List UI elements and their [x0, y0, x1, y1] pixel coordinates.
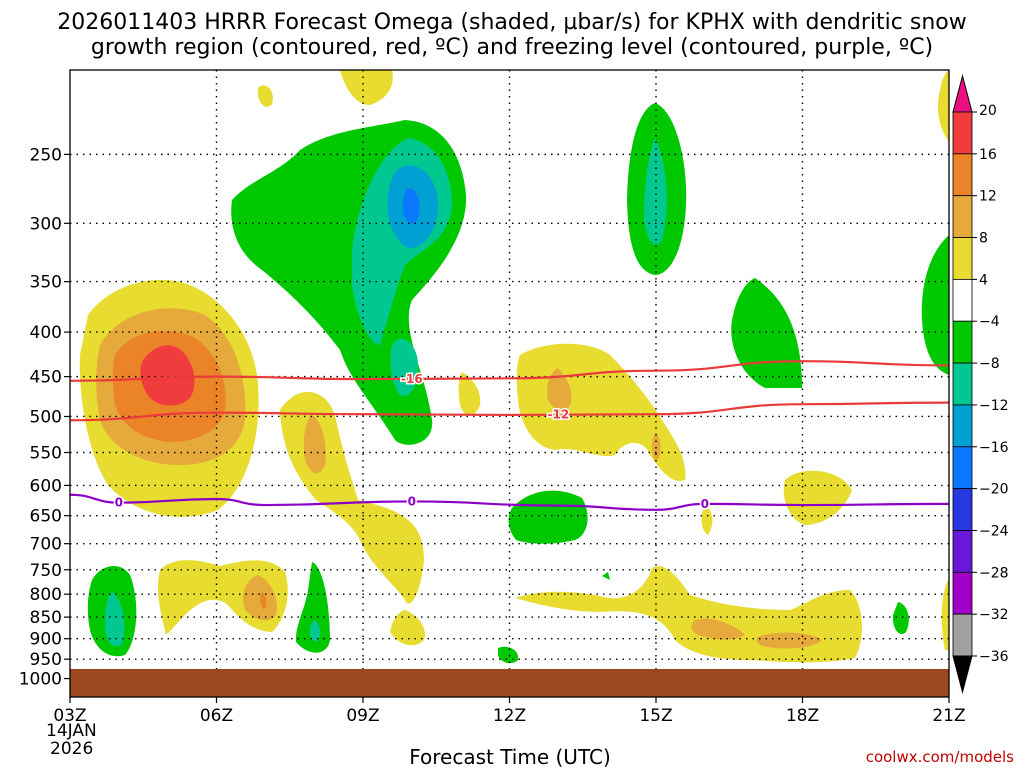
- colorbar-swatch-11: [952, 571, 973, 615]
- y-tick-label-400: 400: [30, 323, 62, 343]
- colorbar-swatch-5: [952, 320, 973, 364]
- y-tick-label-950: 950: [30, 650, 62, 670]
- colorbar-swatch-2: [952, 195, 973, 238]
- colorbar-label-5: −4: [979, 314, 1000, 330]
- y-tick-label-1000: 1000: [19, 670, 62, 690]
- colorbar-label-4: 4: [979, 272, 988, 288]
- omega-region-ascent-14z-dot: [602, 572, 610, 580]
- y-tick-label-700: 700: [30, 535, 62, 555]
- omega-region-descent-top-06z: [257, 85, 273, 107]
- colorbar-swatch-1: [952, 153, 973, 197]
- isotherm-label--16C: -16: [401, 372, 423, 386]
- omega-region-descent-top-09z: [340, 70, 393, 105]
- colorbar-label-11: −28: [979, 565, 1009, 581]
- colorbar-swatch-10: [952, 530, 973, 573]
- colorbar-label-1: 16: [979, 147, 997, 163]
- isotherm-contours: -16 -12 0 0 0: [70, 360, 949, 512]
- isotherm-label-0C: 0: [701, 497, 709, 511]
- omega-region-ascent-core-08z: [309, 620, 321, 642]
- omega-region-descent-right-top: [938, 70, 949, 142]
- omega-shading: [79, 70, 949, 664]
- y-tick-label-500: 500: [30, 407, 62, 427]
- isotherm-label-0C: 0: [408, 494, 416, 508]
- colorbar-label-8: −16: [979, 440, 1009, 456]
- chart-title-line-1: 2026011403 HRRR Forecast Omega (shaded, …: [57, 10, 967, 35]
- y-tick-label-850: 850: [30, 608, 62, 628]
- y-tick-label-750: 750: [30, 561, 62, 581]
- omega-region-descent-18z: [783, 470, 852, 525]
- isotherm-label--12C: -12: [547, 408, 569, 422]
- y-tick-label-550: 550: [30, 444, 62, 464]
- colorbar-label-3: 8: [979, 231, 988, 247]
- omega-region-descent-core-07z: [243, 575, 277, 621]
- colorbar-arrow-max: [952, 74, 973, 113]
- omega-colorbar: 20 16 12 8 4 −4 −8 −12 −16 −20 −24 −28 −32 −36: [952, 74, 1009, 694]
- colorbar-label-12: −32: [979, 607, 1009, 623]
- y-tick-label-650: 650: [30, 507, 62, 527]
- y-tick-label-250: 250: [30, 145, 62, 165]
- x-axis: 03Z 06Z 09Z 12Z 15Z 18Z 21Z: [53, 697, 966, 726]
- x-axis-label: Forecast Time (UTC): [409, 745, 611, 768]
- colorbar-swatch-7: [952, 404, 973, 448]
- colorbar-swatch-9: [952, 488, 973, 531]
- isotherm--16C: [70, 360, 949, 382]
- x-tick-label-09Z: 09Z: [346, 706, 379, 726]
- omega-region-ascent-08z: [295, 562, 330, 653]
- omega-region-descent-core-13z: [547, 368, 572, 412]
- colorbar-swatch-0: [952, 111, 973, 155]
- omega-region-descent-16z: [701, 505, 713, 535]
- omega-region-descent-core-08z: [303, 415, 326, 474]
- gridlines: [70, 70, 949, 669]
- omega-region-descent-core-16z: [691, 618, 745, 640]
- omega-region-ascent-right-edge: [921, 235, 949, 375]
- omega-region-descent-10z-low: [390, 610, 425, 646]
- x-tick-label-21Z: 21Z: [932, 706, 965, 726]
- colorbar-label-6: −8: [979, 356, 1000, 372]
- omega-region-descent-peak-05z: [140, 345, 195, 406]
- omega-region-descent-right-low: [941, 578, 949, 650]
- colorbar-label-13: −36: [979, 649, 1009, 665]
- omega-region-ascent-core-04z: [105, 592, 125, 647]
- date-label-year: 2026: [50, 739, 93, 759]
- date-label-day: 14JAN: [46, 721, 97, 741]
- ground-surface: [70, 668, 949, 697]
- omega-region-ascent-20z: [892, 602, 909, 635]
- y-axis: 2503003504004505005506006507007508008509…: [19, 145, 70, 690]
- y-tick-label-600: 600: [30, 476, 62, 496]
- y-tick-label-300: 300: [30, 214, 62, 234]
- colorbar-swatch-12: [952, 613, 973, 657]
- colorbar-label-9: −20: [979, 482, 1009, 498]
- x-tick-label-15Z: 15Z: [639, 706, 672, 726]
- omega-region-descent-core-18z: [756, 632, 822, 649]
- isotherm-label-0C: 0: [115, 496, 123, 510]
- omega-region-ascent-core-15z: [644, 138, 667, 245]
- y-tick-label-350: 350: [30, 273, 62, 293]
- colorbar-label-2: 12: [979, 189, 997, 205]
- credit-link[interactable]: coolwx.com/models: [866, 748, 1014, 766]
- colorbar-swatch-4: [952, 278, 973, 322]
- x-tick-label-06Z: 06Z: [200, 706, 233, 726]
- colorbar-swatch-6: [952, 362, 973, 406]
- omega-region-descent-peak-07z: [260, 592, 267, 610]
- colorbar-swatch-8: [952, 446, 973, 490]
- chart-title-line-2: growth region (contoured, red, ºC) and f…: [91, 35, 933, 60]
- colorbar-swatch-3: [952, 237, 973, 280]
- y-tick-label-900: 900: [30, 630, 62, 650]
- omega-region-ascent-12z: [508, 490, 588, 544]
- colorbar-label-0: 20: [979, 103, 997, 119]
- omega-region-ascent-core-10z: [390, 338, 418, 396]
- x-tick-label-18Z: 18Z: [786, 706, 819, 726]
- omega-region-ascent-peak-09z-inner: [402, 188, 420, 224]
- isotherm-0C: [70, 493, 949, 511]
- y-tick-label-800: 800: [30, 585, 62, 605]
- x-tick-label-12Z: 12Z: [493, 706, 526, 726]
- colorbar-arrow-min: [952, 655, 973, 694]
- x-tick-label-03Z: 03Z: [53, 706, 86, 726]
- colorbar-label-10: −24: [979, 523, 1009, 539]
- isotherm--12C: [70, 401, 949, 422]
- y-tick-label-450: 450: [30, 368, 62, 388]
- colorbar-label-7: −12: [979, 398, 1009, 414]
- omega-region-descent-11z: [458, 372, 481, 416]
